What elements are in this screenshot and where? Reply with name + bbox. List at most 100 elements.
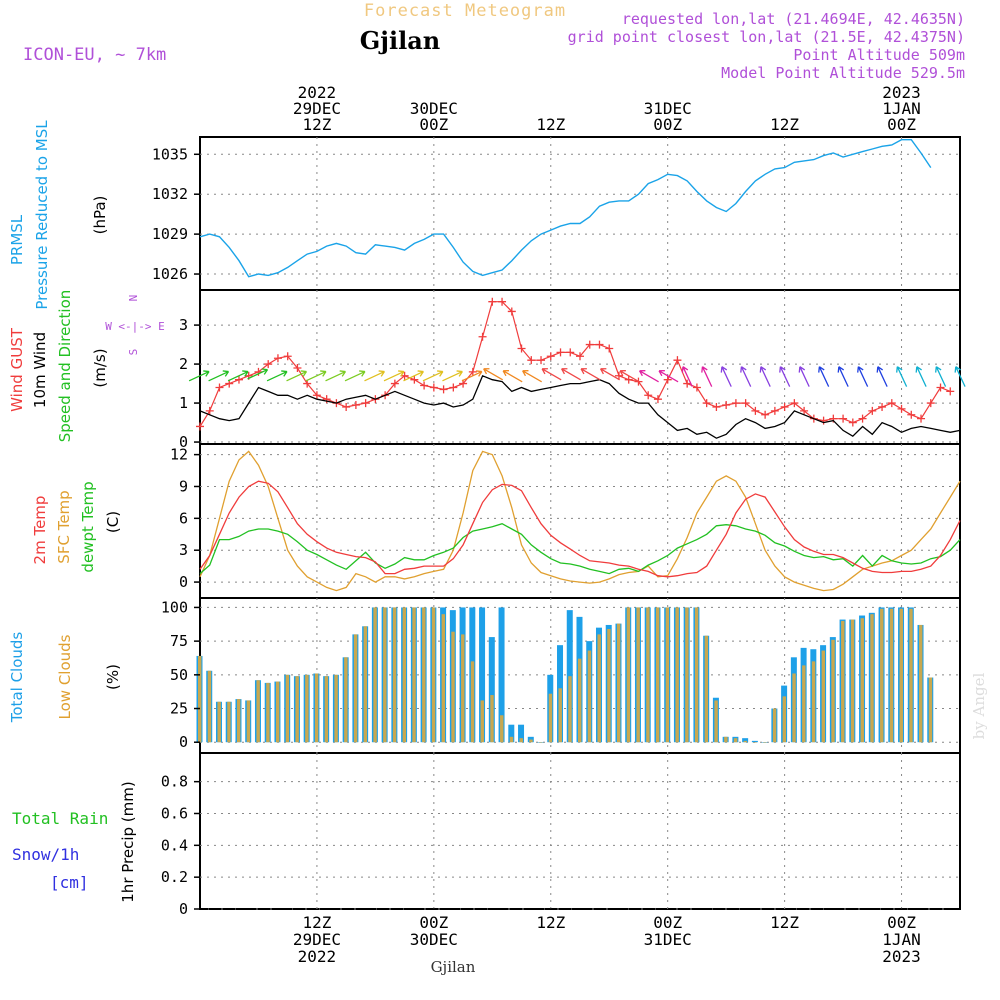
pressure-unit: (hPa): [91, 196, 109, 235]
bottom-time-label: 00Z: [653, 913, 682, 932]
y-tick-label: 12: [170, 446, 188, 464]
low-cloud-bar: [831, 639, 835, 743]
low-cloud-bar: [889, 608, 894, 743]
bottom-time-label: 12Z: [770, 913, 799, 932]
pressure-panel: [199, 136, 961, 291]
low-cloud-bar: [626, 607, 631, 743]
bottom-time-label: 12Z: [302, 913, 331, 932]
y-tick-label: 9: [179, 477, 188, 495]
wind-arrow-shape: [580, 368, 601, 381]
bottom-time-label: 30DEC: [410, 930, 458, 949]
wind-direction-arrow: [580, 368, 601, 381]
wind-arrow-shape: [325, 370, 347, 382]
low-cloud-bar: [928, 677, 933, 743]
wind-direction-arrow: [403, 370, 424, 382]
gust-marker: [449, 383, 458, 392]
wind-direction-arrow: [561, 368, 581, 381]
low-cloud-bar: [402, 607, 407, 743]
gust-marker: [576, 352, 584, 361]
gust-marker: [624, 375, 633, 384]
wind-direction-arrow: [701, 366, 713, 387]
gust-marker: [537, 356, 546, 365]
wind-arrow-shape: [600, 368, 620, 381]
credit-watermark: by Angel: [970, 672, 988, 739]
low-cloud-bar: [470, 661, 475, 743]
top-time-label: 29DEC: [293, 99, 341, 118]
low-cloud-bar: [548, 693, 553, 743]
low-cloud-bar: [919, 624, 923, 743]
wind-arrow-shape: [720, 366, 732, 387]
low-cloud-bar: [451, 631, 455, 743]
low-cloud-bar: [704, 635, 709, 743]
cloud-unit: (%): [104, 664, 122, 690]
wind-arrow-shape: [701, 366, 713, 387]
top-time-label: 30DEC: [410, 99, 458, 118]
wind-arrow-shape: [779, 366, 791, 387]
gust-marker: [546, 352, 555, 361]
wind-direction-arrow: [227, 370, 249, 382]
low-cloud-bar: [860, 618, 864, 743]
low-cloud-bar: [558, 688, 562, 743]
wind-arrow-shape: [266, 370, 288, 382]
y-tick-label: 1029: [152, 225, 188, 243]
gust-marker: [614, 371, 623, 380]
wind-arrow-shape: [619, 370, 640, 383]
low-cloud-bar: [431, 607, 436, 743]
gust-marker: [293, 363, 302, 372]
low-cloud-bar: [529, 739, 533, 743]
precip-panel: [199, 752, 961, 910]
gust-marker: [215, 383, 224, 392]
low-cloud-bar: [490, 695, 494, 743]
gust-marker: [468, 367, 477, 376]
low-cloud-bar: [363, 626, 368, 743]
top-time-label: 2023: [882, 83, 921, 102]
wind-arrow-shape: [422, 370, 444, 382]
gridpoint-coords: grid point closest lon,lat (21.5E, 42.43…: [568, 28, 965, 46]
location-title: Gjilan: [360, 26, 440, 55]
gust-marker: [205, 406, 214, 415]
sfc-temp-line: [199, 450, 961, 592]
wind-arrow-shape: [876, 366, 888, 387]
wind-arrow-shape: [857, 366, 869, 387]
gridlines: [200, 137, 960, 910]
y-tick-label: 0: [179, 900, 188, 918]
y-tick-label: 1: [179, 394, 188, 412]
gust-marker: [907, 410, 916, 419]
wind-direction-arrow: [247, 368, 269, 380]
wind-arrow-shape: [681, 366, 693, 387]
temp-unit: (C): [104, 511, 122, 533]
wind-label-gust: Wind GUST: [8, 327, 26, 412]
low-cloud-bar: [285, 674, 290, 743]
wind-arrow-shape: [837, 366, 849, 387]
gust-marker: [800, 406, 809, 415]
gust-marker: [858, 414, 867, 423]
wind-label-dir: Speed and Direction: [56, 290, 74, 443]
wind-direction-arrow: [442, 370, 463, 382]
wind-arrow-shape: [305, 370, 327, 382]
cloud-label-low: Low Clouds: [56, 634, 74, 719]
low-cloud-bar: [899, 608, 903, 743]
y-tick-label: 1032: [152, 185, 188, 203]
wind-direction-arrow: [483, 368, 504, 381]
y-tick-label: 0: [179, 573, 188, 591]
gust-marker: [420, 381, 429, 390]
bottom-time-label: 00Z: [419, 913, 448, 932]
total-cloud-bar: [479, 607, 486, 743]
wind-direction-arrow: [364, 370, 385, 382]
gust-marker: [478, 332, 487, 341]
low-cloud-bar: [909, 608, 913, 743]
gust-marker: [527, 356, 536, 365]
compass-we: W <-|-> E: [105, 320, 165, 333]
low-cloud-bar: [802, 665, 806, 743]
low-cloud-bar: [763, 742, 767, 743]
wind-direction-arrow: [325, 370, 347, 382]
gust-marker: [429, 383, 438, 392]
wind-arrow-shape: [461, 370, 483, 382]
low-cloud-bar: [539, 742, 543, 743]
gust-marker: [312, 391, 321, 400]
low-cloud-bar: [568, 676, 572, 743]
gust-marker: [751, 406, 760, 415]
wind-arrow-shape: [935, 366, 947, 387]
gust-marker: [322, 395, 331, 404]
cloud-labels: Total Clouds Low Clouds (%): [8, 632, 122, 724]
